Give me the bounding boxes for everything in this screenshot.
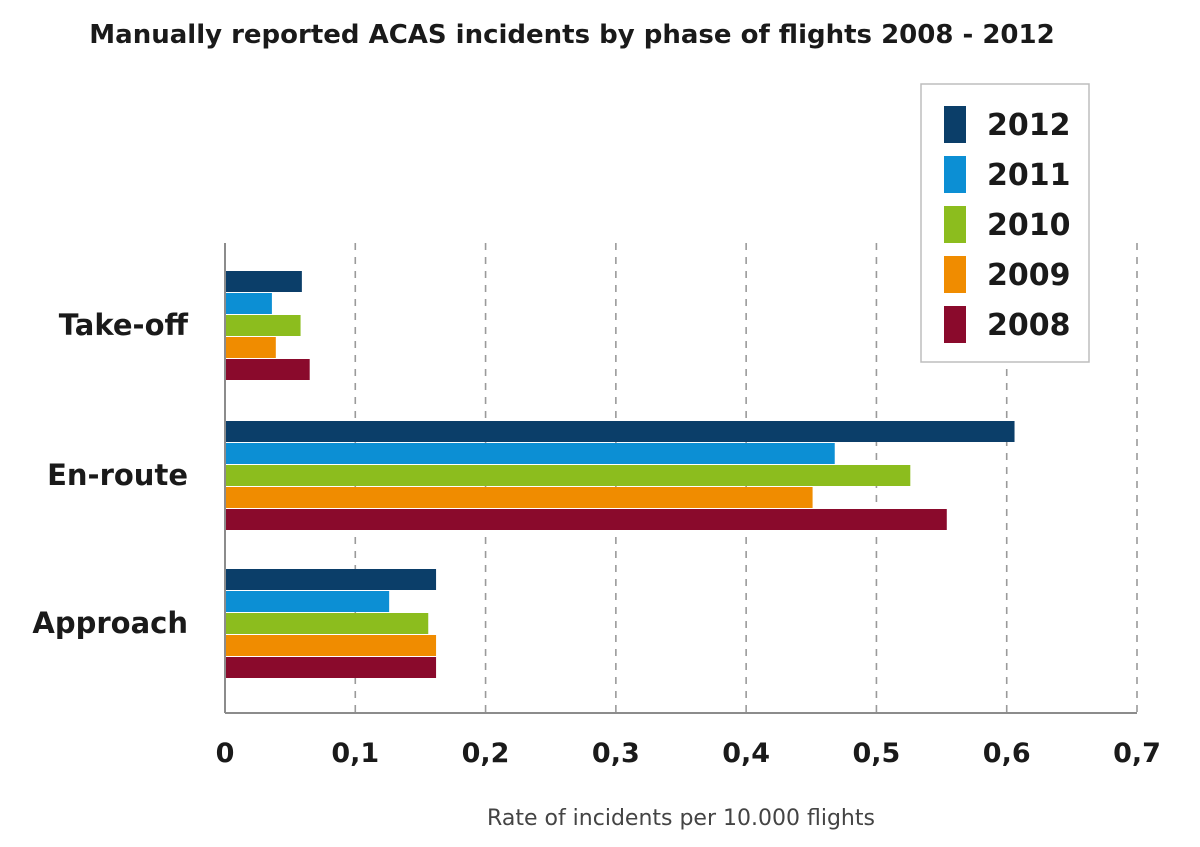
legend-swatch xyxy=(944,306,966,343)
legend-label: 2008 xyxy=(987,308,1071,343)
bar-approach-2011 xyxy=(225,591,390,612)
bars xyxy=(225,271,1015,678)
bar-approach-2009 xyxy=(225,635,437,656)
category-label: Take-off xyxy=(59,308,189,342)
bar-approach-2010 xyxy=(225,613,429,634)
bar-take-off-2008 xyxy=(225,359,310,380)
x-tick-label: 0,3 xyxy=(592,738,640,769)
category-label: Approach xyxy=(32,606,188,640)
bar-approach-2008 xyxy=(225,657,437,678)
legend-label: 2011 xyxy=(987,158,1071,193)
x-tick-labels: 0 0,1 0,2 0,3 0,4 0,5 0,6 0,7 xyxy=(216,738,1161,769)
x-tick-label: 0,5 xyxy=(853,738,901,769)
x-tick-label: 0 xyxy=(216,738,235,769)
legend-swatch xyxy=(944,106,966,143)
x-tick-label: 0,4 xyxy=(722,738,770,769)
axes xyxy=(224,243,1137,714)
legend-swatch xyxy=(944,256,966,293)
chart-title: Manually reported ACAS incidents by phas… xyxy=(89,20,1054,50)
category-label: En-route xyxy=(47,458,188,492)
legend-label: 2009 xyxy=(987,258,1071,293)
bar-take-off-2010 xyxy=(225,315,301,336)
legend-label: 2012 xyxy=(987,108,1071,143)
bar-take-off-2009 xyxy=(225,337,276,358)
bar-en-route-2008 xyxy=(225,509,947,530)
category-labels: Take-off En-route Approach xyxy=(32,308,188,640)
x-tick-label: 0,2 xyxy=(462,738,510,769)
x-axis-title: Rate of incidents per 10.000 flights xyxy=(487,806,875,831)
legend: 2012 2011 2010 2009 2008 xyxy=(920,83,1090,363)
legend-swatch xyxy=(944,206,966,243)
bar-en-route-2010 xyxy=(225,465,911,486)
bar-en-route-2009 xyxy=(225,487,813,508)
x-tick-label: 0,7 xyxy=(1113,738,1161,769)
bar-take-off-2011 xyxy=(225,293,272,314)
x-tick-label: 0,6 xyxy=(983,738,1031,769)
legend-label: 2010 xyxy=(987,208,1071,243)
x-tick-label: 0,1 xyxy=(331,738,379,769)
bar-en-route-2011 xyxy=(225,443,835,464)
bar-take-off-2012 xyxy=(225,271,302,292)
bar-en-route-2012 xyxy=(225,421,1015,442)
legend-swatch xyxy=(944,156,966,193)
bar-approach-2012 xyxy=(225,569,437,590)
